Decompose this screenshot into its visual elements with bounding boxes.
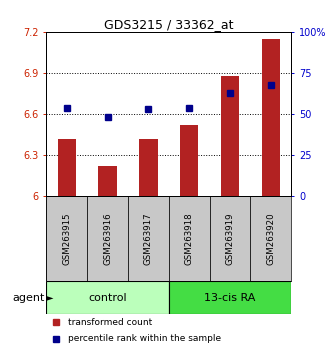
Bar [139, 139, 158, 196]
Bar [251, 196, 291, 281]
Text: GSM263917: GSM263917 [144, 212, 153, 265]
Bar [46, 196, 87, 281]
Text: ►: ► [46, 292, 53, 303]
Bar [221, 76, 239, 196]
Text: control: control [88, 292, 127, 303]
Text: GSM263919: GSM263919 [225, 212, 235, 265]
Text: GSM263918: GSM263918 [185, 212, 194, 265]
Text: agent: agent [12, 292, 44, 303]
Bar [98, 166, 117, 196]
Text: GSM263920: GSM263920 [266, 212, 275, 265]
Bar [210, 196, 251, 281]
Title: GDS3215 / 33362_at: GDS3215 / 33362_at [104, 18, 234, 31]
Text: transformed count: transformed count [69, 318, 153, 327]
Bar [180, 125, 198, 196]
Bar [46, 281, 169, 314]
Bar [58, 139, 76, 196]
Bar [169, 281, 291, 314]
Text: GSM263916: GSM263916 [103, 212, 112, 265]
Bar [128, 196, 169, 281]
Text: percentile rank within the sample: percentile rank within the sample [69, 334, 221, 343]
Bar [87, 196, 128, 281]
Text: GSM263915: GSM263915 [62, 212, 71, 265]
Bar [169, 196, 210, 281]
Text: 13-cis RA: 13-cis RA [204, 292, 256, 303]
Bar [262, 39, 280, 196]
